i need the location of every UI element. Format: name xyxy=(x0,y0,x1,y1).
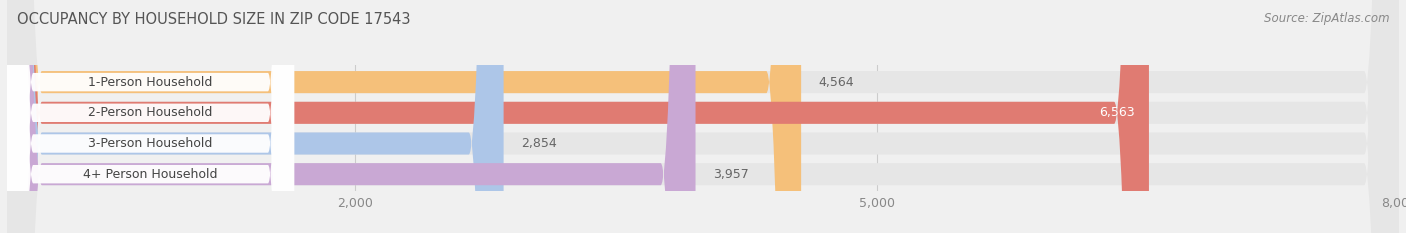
Text: 2,854: 2,854 xyxy=(522,137,557,150)
Text: 4,564: 4,564 xyxy=(818,76,855,89)
FancyBboxPatch shape xyxy=(7,0,1399,233)
FancyBboxPatch shape xyxy=(7,0,1399,233)
Text: 3,957: 3,957 xyxy=(713,168,748,181)
Text: OCCUPANCY BY HOUSEHOLD SIZE IN ZIP CODE 17543: OCCUPANCY BY HOUSEHOLD SIZE IN ZIP CODE … xyxy=(17,12,411,27)
Text: 2-Person Household: 2-Person Household xyxy=(89,106,212,119)
Text: Source: ZipAtlas.com: Source: ZipAtlas.com xyxy=(1264,12,1389,25)
FancyBboxPatch shape xyxy=(7,0,1149,233)
FancyBboxPatch shape xyxy=(7,0,1399,233)
Text: 4+ Person Household: 4+ Person Household xyxy=(83,168,218,181)
FancyBboxPatch shape xyxy=(7,0,294,233)
FancyBboxPatch shape xyxy=(7,0,801,233)
FancyBboxPatch shape xyxy=(7,0,696,233)
FancyBboxPatch shape xyxy=(7,0,1399,233)
Text: 3-Person Household: 3-Person Household xyxy=(89,137,212,150)
FancyBboxPatch shape xyxy=(7,0,294,233)
FancyBboxPatch shape xyxy=(7,0,294,233)
Text: 1-Person Household: 1-Person Household xyxy=(89,76,212,89)
FancyBboxPatch shape xyxy=(7,0,294,233)
Text: 6,563: 6,563 xyxy=(1099,106,1135,119)
FancyBboxPatch shape xyxy=(7,0,503,233)
